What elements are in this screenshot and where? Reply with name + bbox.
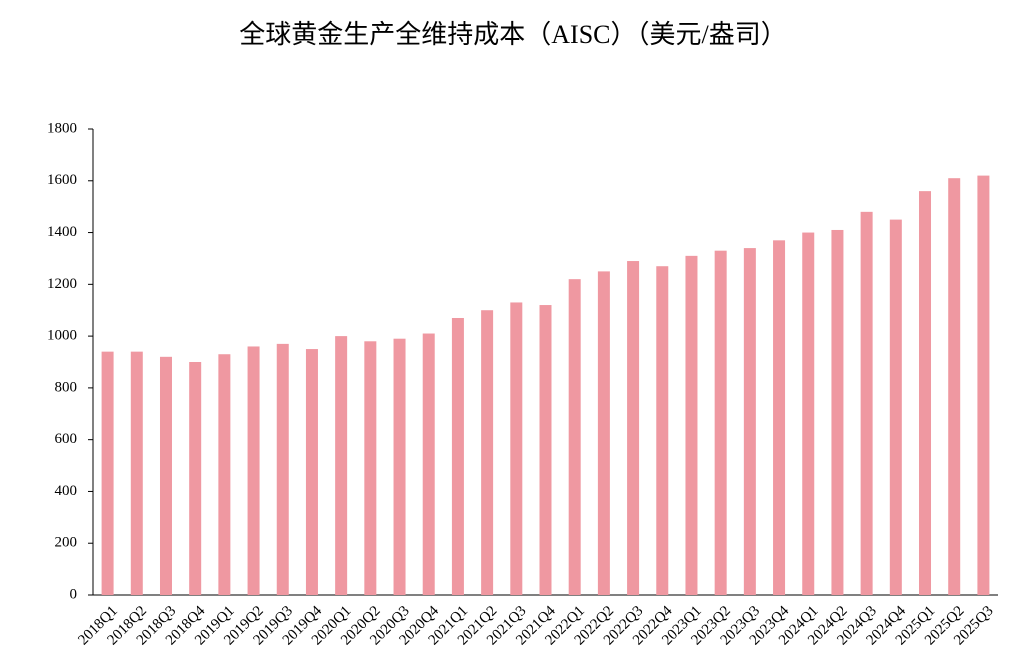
bar [889, 219, 902, 595]
y-tick-label: 1000 [47, 328, 77, 344]
y-tick-label: 1200 [47, 276, 77, 292]
chart-title: 全球黄金生产全维持成本（AISC）（美元/盎司） [239, 20, 786, 49]
bar [539, 305, 552, 595]
bar [364, 341, 377, 595]
bar [130, 351, 143, 595]
bar [335, 336, 348, 595]
bar [948, 178, 961, 595]
bar [802, 232, 815, 596]
y-tick-label: 1800 [47, 120, 77, 136]
bar [831, 229, 844, 595]
bar [101, 351, 114, 595]
bar [159, 356, 172, 595]
y-tick-label: 200 [55, 535, 78, 551]
y-tick-label: 800 [55, 379, 78, 395]
bar [977, 175, 990, 595]
y-tick-label: 0 [70, 586, 78, 602]
bar [568, 279, 581, 595]
bar [773, 240, 786, 596]
bar [451, 317, 464, 595]
bar [597, 271, 610, 595]
bar [305, 349, 318, 595]
bar [714, 250, 727, 595]
bar [860, 211, 873, 595]
bar [919, 191, 932, 595]
bar [481, 310, 494, 595]
bar [422, 333, 435, 595]
bar [218, 354, 231, 595]
y-tick-label: 400 [55, 483, 78, 499]
bar [743, 248, 756, 596]
bar [393, 338, 406, 595]
y-tick-label: 1600 [47, 172, 77, 188]
bar [656, 266, 669, 595]
y-tick-label: 600 [55, 431, 78, 447]
bar [510, 302, 523, 595]
bar [189, 362, 202, 595]
bar [685, 255, 698, 595]
bar [627, 261, 640, 595]
bar [276, 343, 289, 595]
bar [247, 346, 260, 595]
y-tick-label: 1400 [47, 224, 77, 240]
